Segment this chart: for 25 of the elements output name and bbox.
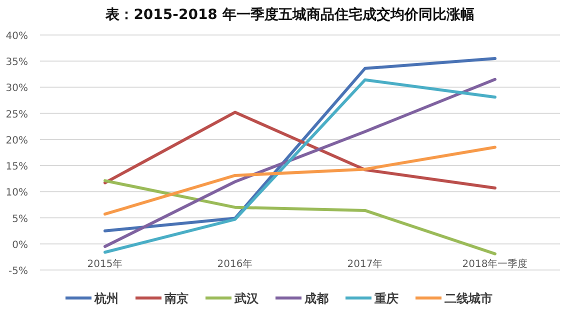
y-tick-label: 15% xyxy=(6,162,28,173)
chart-title: 表：2015-2018 年一季度五城商品住宅成交均价同比涨幅 xyxy=(104,6,474,23)
legend-label: 南京 xyxy=(164,292,188,306)
line-series xyxy=(104,110,496,190)
x-tick-label: 2015年 xyxy=(87,258,123,270)
y-tick-label: 35% xyxy=(6,57,28,68)
line-series xyxy=(104,179,496,256)
legend-label: 二线城市 xyxy=(444,292,492,306)
x-tick-label: 2018年一季度 xyxy=(462,258,528,270)
legend-label: 重庆 xyxy=(374,292,398,306)
x-tick-label: 2016年 xyxy=(217,258,253,270)
y-tick-label: -5% xyxy=(8,266,28,277)
line-series xyxy=(104,57,496,232)
y-tick-label: 25% xyxy=(6,109,28,120)
y-tick-label: 30% xyxy=(6,83,28,94)
y-tick-label: 20% xyxy=(6,135,28,146)
legend-label: 成都 xyxy=(304,292,328,306)
line-series xyxy=(104,146,496,216)
legend-label: 杭州 xyxy=(94,292,118,306)
y-tick-label: 5% xyxy=(12,214,28,225)
y-tick-label: 10% xyxy=(6,188,28,199)
legend-label: 武汉 xyxy=(234,292,260,306)
y-tick-label: 40% xyxy=(6,31,28,42)
x-tick-label: 2017年 xyxy=(347,258,383,270)
y-tick-label: 0% xyxy=(12,240,28,251)
